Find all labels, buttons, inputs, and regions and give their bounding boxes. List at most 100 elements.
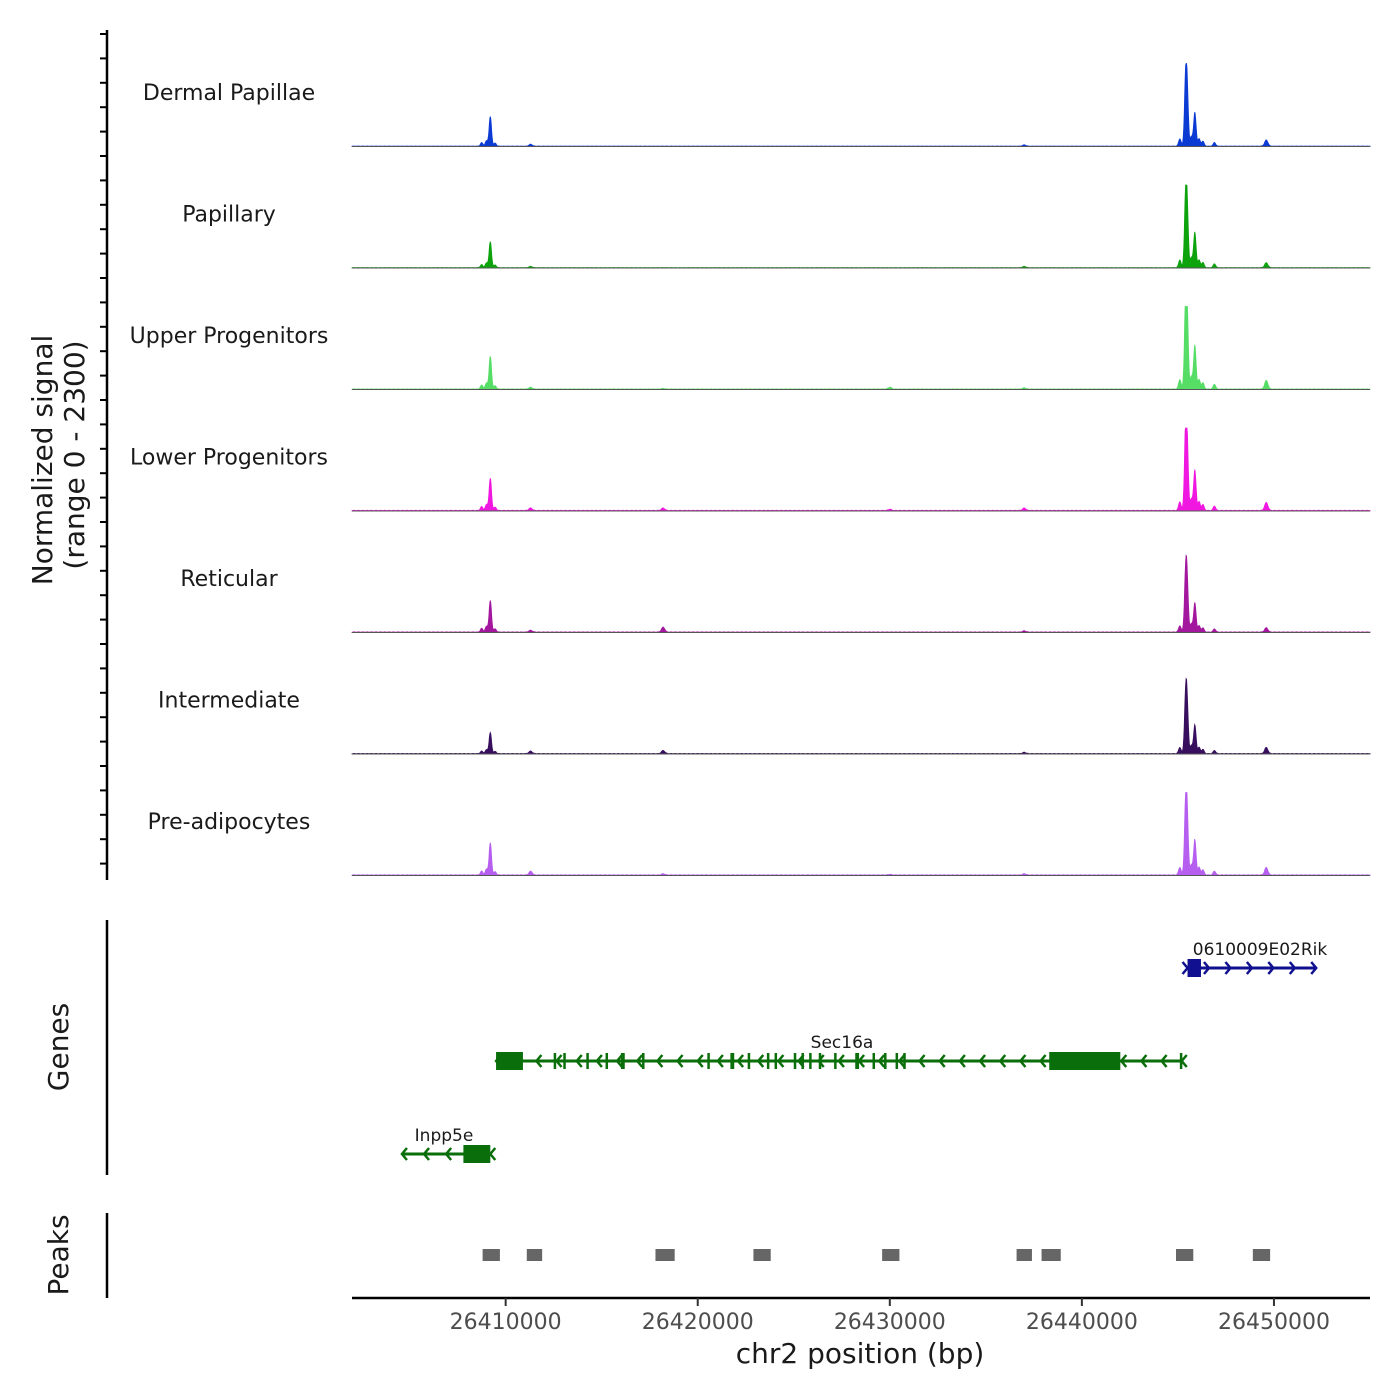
strand-chevron (877, 1054, 886, 1068)
strand-chevron (696, 1054, 704, 1068)
peak-region (1016, 1249, 1032, 1261)
gene-exon (620, 1053, 625, 1069)
strand-chevron (635, 1054, 644, 1068)
strand-chevron (444, 1147, 453, 1161)
peaks-y-title: Peaks (42, 1214, 75, 1295)
strand-chevron (1018, 1054, 1027, 1068)
track-label: Pre-adipocytes (148, 810, 311, 835)
strand-chevron (422, 1147, 430, 1161)
coverage-track: Pre-adipocytes (148, 792, 1371, 876)
gene-label: Sec16a (811, 1033, 874, 1053)
track-label: Dermal Papillae (143, 81, 315, 106)
peak-region (655, 1249, 675, 1261)
strand-chevron (554, 1054, 563, 1068)
x-tick-label: 26450000 (1218, 1310, 1330, 1335)
coverage-track: Papillary (182, 184, 1371, 269)
coverage-area (351, 184, 1371, 269)
gene-label: Inpp5e (415, 1126, 474, 1146)
strand-chevron (736, 1054, 745, 1068)
coverage-tracks: Dermal Papillae Papillary Upper Progenitor… (130, 63, 1371, 876)
gene-exon (801, 1053, 804, 1069)
strand-chevron (1288, 961, 1297, 975)
strand-chevron (1139, 1054, 1148, 1068)
gene-exon (903, 1053, 906, 1069)
coverage-track: Dermal Papillae (143, 63, 1371, 147)
gene-exon (818, 1053, 822, 1069)
peak-regions (482, 1249, 1271, 1261)
strand-chevron (400, 1147, 408, 1161)
strand-chevron (938, 1054, 946, 1068)
gene-exon (872, 1053, 876, 1069)
track-label: Upper Progenitors (130, 324, 329, 349)
gene-exon (834, 1053, 837, 1069)
gene-exon (895, 1053, 899, 1069)
peak-region (526, 1249, 543, 1261)
strand-chevron (488, 1147, 497, 1161)
track-label: Papillary (182, 203, 276, 228)
strand-chevron (917, 1054, 926, 1068)
strand-chevron (1119, 1054, 1128, 1068)
peak-region (882, 1249, 900, 1261)
coverage-y-axis (100, 30, 109, 880)
peak-region (482, 1249, 500, 1261)
strand-chevron (1267, 961, 1275, 975)
gene-exon (884, 1053, 887, 1069)
coverage-y-range: (range 0 - 2300) (58, 340, 91, 569)
strand-chevron (534, 1054, 543, 1068)
gene-exon (707, 1053, 710, 1069)
strand-chevron (1310, 961, 1318, 975)
strand-chevron (958, 1054, 966, 1068)
gene-exon (553, 1053, 557, 1069)
coverage-area (351, 306, 1371, 390)
strand-chevron (615, 1054, 624, 1068)
gene-model: Sec16a (494, 1033, 1188, 1070)
gene-exon (1049, 1052, 1121, 1070)
strand-chevron (897, 1054, 906, 1068)
gene-model: Inpp5e (400, 1126, 497, 1163)
genes-y-title: Genes (42, 1003, 75, 1091)
track-label: Reticular (180, 567, 278, 592)
track-label: Lower Progenitors (130, 446, 328, 471)
strand-chevron (978, 1054, 987, 1068)
strand-chevron (1203, 961, 1211, 975)
gene-exon (642, 1053, 645, 1069)
strand-chevron (675, 1054, 684, 1068)
x-tick-label: 26410000 (450, 1310, 562, 1335)
coverage-track: Intermediate (158, 677, 1371, 755)
gene-exon (1187, 959, 1201, 977)
strand-chevron (1245, 961, 1254, 975)
strand-chevron (716, 1054, 724, 1068)
gene-exon (766, 1053, 770, 1069)
strand-chevron (655, 1054, 664, 1068)
gene-label: 0610009E02Rik (1193, 940, 1328, 960)
x-tick-label: 26420000 (642, 1310, 754, 1335)
strand-chevron (1038, 1054, 1047, 1068)
gene-exon (747, 1053, 751, 1069)
strand-chevron (1159, 1054, 1168, 1068)
strand-chevron (1180, 1054, 1188, 1068)
strand-chevron (837, 1054, 845, 1068)
coverage-area (351, 63, 1371, 147)
coverage-track: Upper Progenitors (130, 306, 1371, 390)
gene-exon (463, 1145, 491, 1163)
peak-region (753, 1249, 771, 1261)
coverage-area (351, 554, 1371, 633)
gene-model: 0610009E02Rik (1181, 940, 1328, 977)
gene-exon (730, 1053, 735, 1069)
peak-region (1176, 1249, 1194, 1261)
gene-exon (793, 1053, 797, 1069)
peak-region (1252, 1249, 1271, 1261)
x-axis-title: chr2 position (bp) (736, 1337, 985, 1370)
strand-chevron (776, 1054, 785, 1068)
strand-chevron (575, 1054, 583, 1068)
coverage-area (351, 792, 1371, 876)
gene-exon (586, 1053, 589, 1069)
gene-exon (563, 1053, 566, 1069)
strand-chevron (1224, 961, 1233, 975)
x-axis-ticks: 26410000 26420000 26430000 26440000 26450000 (450, 1298, 1330, 1335)
coverage-track: Reticular (180, 554, 1371, 633)
gene-exon (809, 1053, 812, 1069)
strand-chevron (817, 1054, 825, 1068)
x-tick-label: 26440000 (1026, 1310, 1138, 1335)
